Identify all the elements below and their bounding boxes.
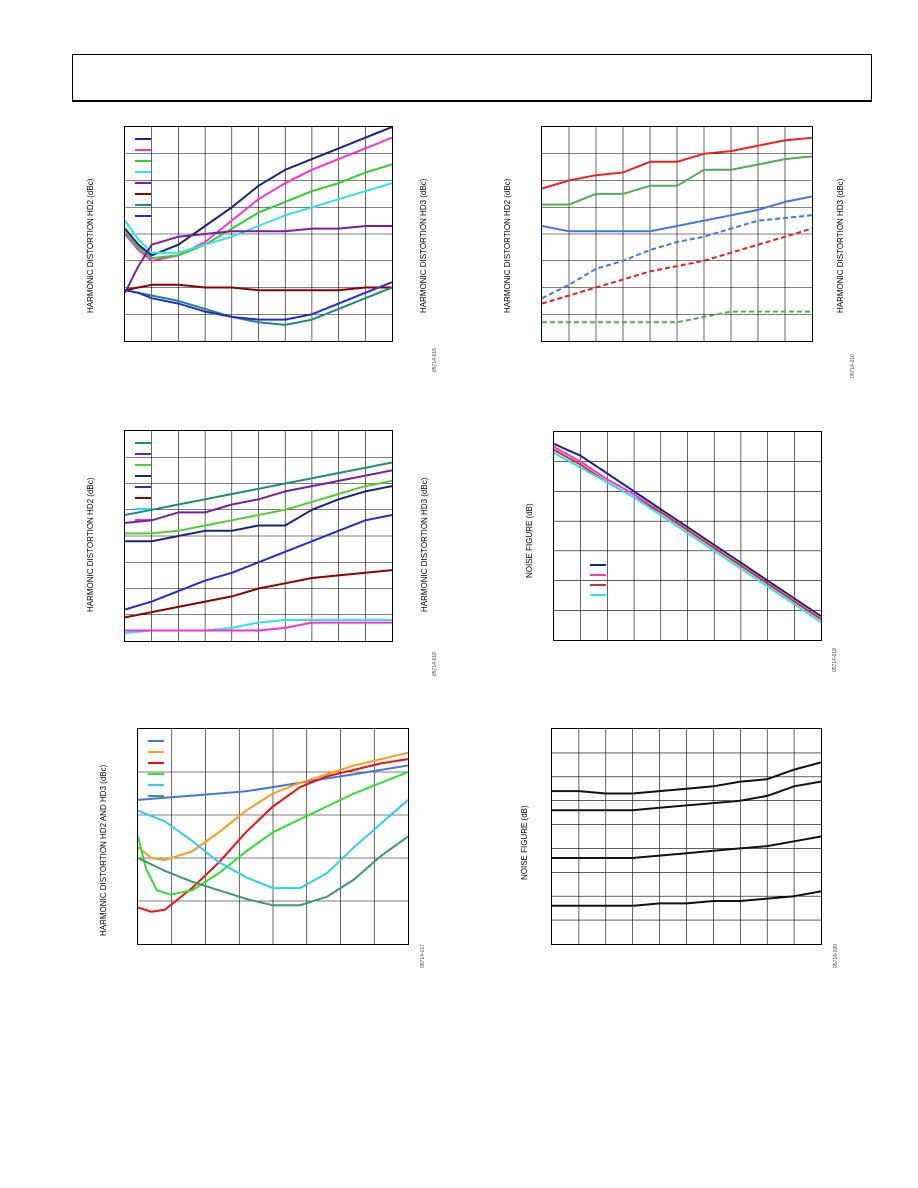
chart-plot-area — [125, 127, 392, 341]
chart-plot-area — [552, 729, 821, 944]
chart-hd2-hd3-middle-left — [124, 430, 393, 642]
series-line-3 — [125, 479, 392, 535]
series-line-4 — [552, 890, 821, 907]
series-line-8 — [125, 621, 392, 632]
series-line-6 — [125, 283, 392, 292]
series-line-4 — [125, 485, 392, 543]
series-line-3 — [125, 163, 392, 260]
series-line-5 — [125, 225, 392, 294]
series-line-3 — [138, 758, 408, 913]
y-axis-label: NOISE FIGURE (dB) — [520, 805, 529, 880]
y-axis-label-right: HARMONIC DISTORTION HD3 (dBc) — [836, 178, 845, 313]
chart-plot-area — [125, 431, 392, 641]
series-line-1 — [552, 761, 821, 795]
series-line-2 — [125, 469, 392, 524]
figure-code: 05714-017 — [420, 944, 426, 968]
chart-noise-figure-bottom-right — [551, 728, 822, 945]
y-axis-label-right: HARMONIC DISTORTION HD3 (dBc) — [420, 477, 429, 612]
y-axis-label-left: HARMONIC DISTORTION HD2 (dBc) — [503, 178, 512, 313]
figure-code: 05714-015 — [432, 348, 438, 372]
series-line-5 — [138, 799, 408, 890]
chart-hd2-hd3-top-left — [124, 126, 393, 342]
series-line-1 — [542, 136, 812, 190]
series-line-6 — [138, 835, 408, 907]
chart-hd2-hd3-bottom-left — [137, 728, 409, 945]
series-line-1 — [125, 127, 392, 257]
y-axis-label-left: HARMONIC DISTORTION HD2 (dBc) — [86, 477, 95, 612]
series-line-2 — [542, 155, 812, 206]
page-header — [72, 54, 872, 102]
series-line-4 — [554, 451, 821, 624]
chart-noise-figure-middle-right — [553, 431, 822, 641]
chart-plot-area — [138, 729, 408, 944]
series-line-1 — [125, 461, 392, 516]
series-line-2 — [138, 751, 408, 862]
series-line-6 — [542, 310, 812, 324]
series-line-2 — [125, 136, 392, 262]
series-line-5 — [542, 227, 812, 305]
chart-hd2-hd3-top-right — [541, 126, 813, 342]
y-axis-label-right: HARMONIC DISTORTION HD3 (dBc) — [419, 178, 428, 313]
series-line-1 — [138, 764, 408, 801]
series-line-3 — [552, 835, 821, 859]
series-line-6 — [125, 569, 392, 619]
series-line-1 — [554, 442, 821, 618]
series-line-4 — [542, 214, 812, 300]
figure-code: 05714-019 — [832, 648, 838, 672]
series-line-8 — [125, 281, 392, 321]
series-line-5 — [125, 514, 392, 611]
figure-code: 05714-016 — [850, 354, 856, 378]
series-line-3 — [542, 195, 812, 233]
y-axis-label: HARMONIC DISTORTION HD2 AND HD3 (dBc) — [99, 764, 108, 936]
y-axis-label: NOISE FIGURE (dB) — [525, 503, 534, 578]
series-line-4 — [138, 771, 408, 896]
chart-plot-area — [554, 432, 821, 640]
y-axis-label-left: HARMONIC DISTORTION HD2 (dBc) — [86, 178, 95, 313]
series-line-7 — [125, 286, 392, 326]
figure-code: 05714-018 — [432, 652, 438, 676]
series-line-2 — [552, 780, 821, 812]
figure-code: 05714-020 — [833, 944, 839, 968]
chart-plot-area — [542, 127, 812, 341]
